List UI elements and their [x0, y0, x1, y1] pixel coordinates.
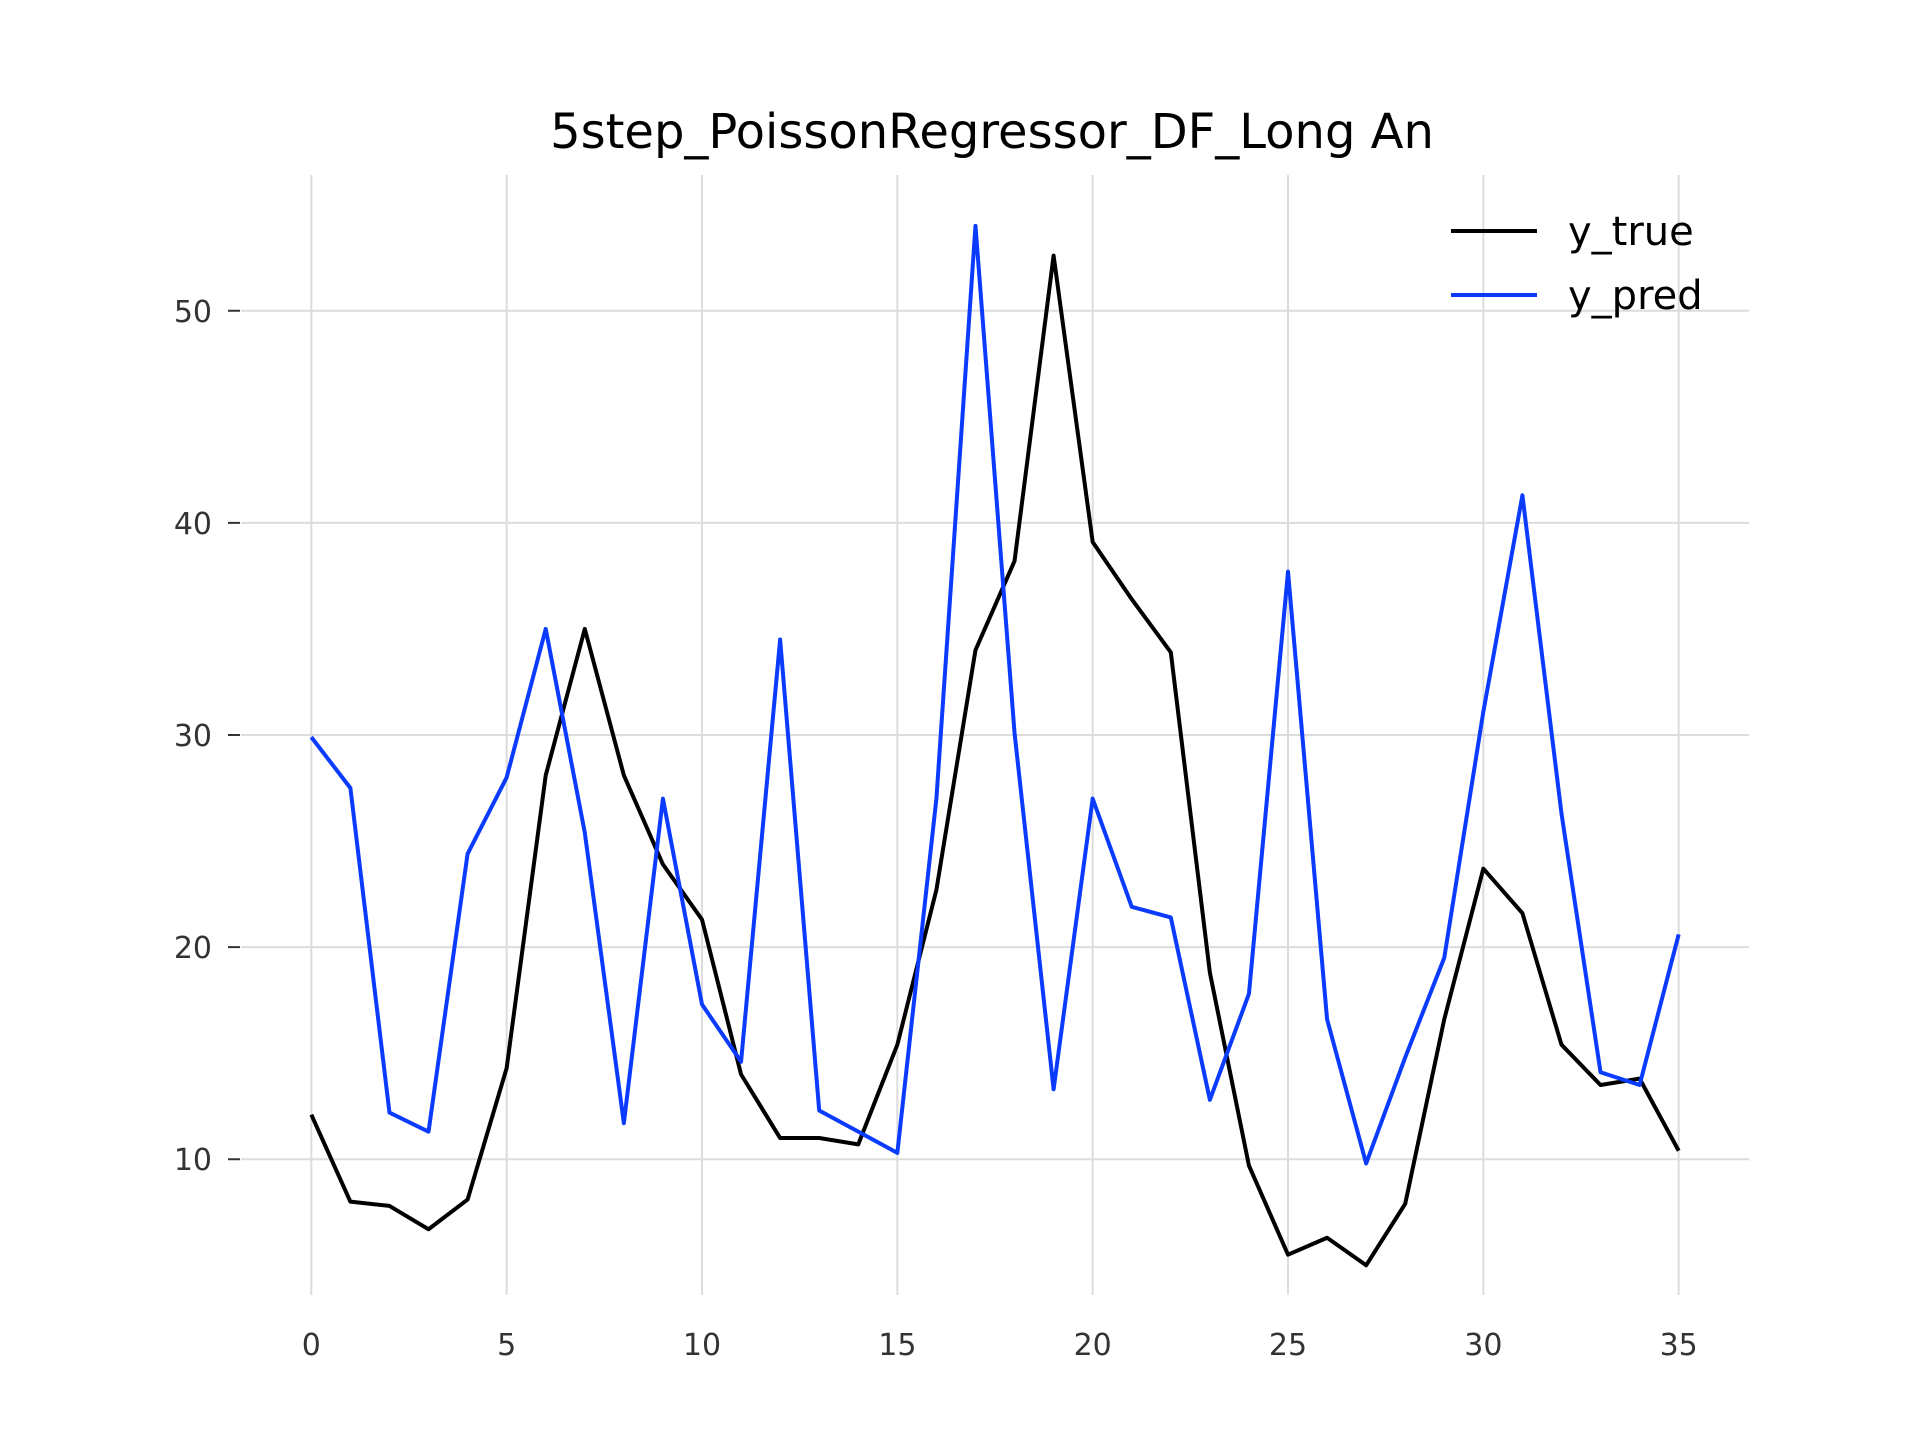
- y-tick-label: 30: [174, 719, 212, 754]
- x-tick-label: 5: [497, 1328, 516, 1363]
- y-tick-label: 20: [174, 931, 212, 966]
- y-tick-label: 50: [174, 295, 212, 330]
- x-tick-label: 0: [302, 1328, 321, 1363]
- series-line-y-true: [309, 253, 1681, 1268]
- x-tick-label: 30: [1464, 1328, 1502, 1363]
- y-tick-label: 40: [174, 507, 212, 542]
- x-tick-label: 20: [1074, 1328, 1112, 1363]
- x-tick-label: 15: [878, 1328, 916, 1363]
- legend-label-y-pred: y_pred: [1568, 273, 1703, 319]
- series-line-y-pred: [309, 223, 1681, 1166]
- y-tick-label: 10: [174, 1143, 212, 1178]
- legend-label-y-true: y_true: [1568, 209, 1694, 255]
- x-tick-label: 25: [1269, 1328, 1307, 1363]
- x-tick-label: 35: [1660, 1328, 1698, 1363]
- chart-title: 5step_PoissonRegressor_DF_Long An: [550, 104, 1434, 160]
- legend: y_true y_pred: [1451, 209, 1703, 319]
- series-lines: [309, 223, 1681, 1268]
- grid: [241, 175, 1749, 1295]
- x-tick-label: 10: [683, 1328, 721, 1363]
- axis-ticks: 0 5 10 15 20 25 30 35 10 20 30 40 50: [174, 295, 1698, 1363]
